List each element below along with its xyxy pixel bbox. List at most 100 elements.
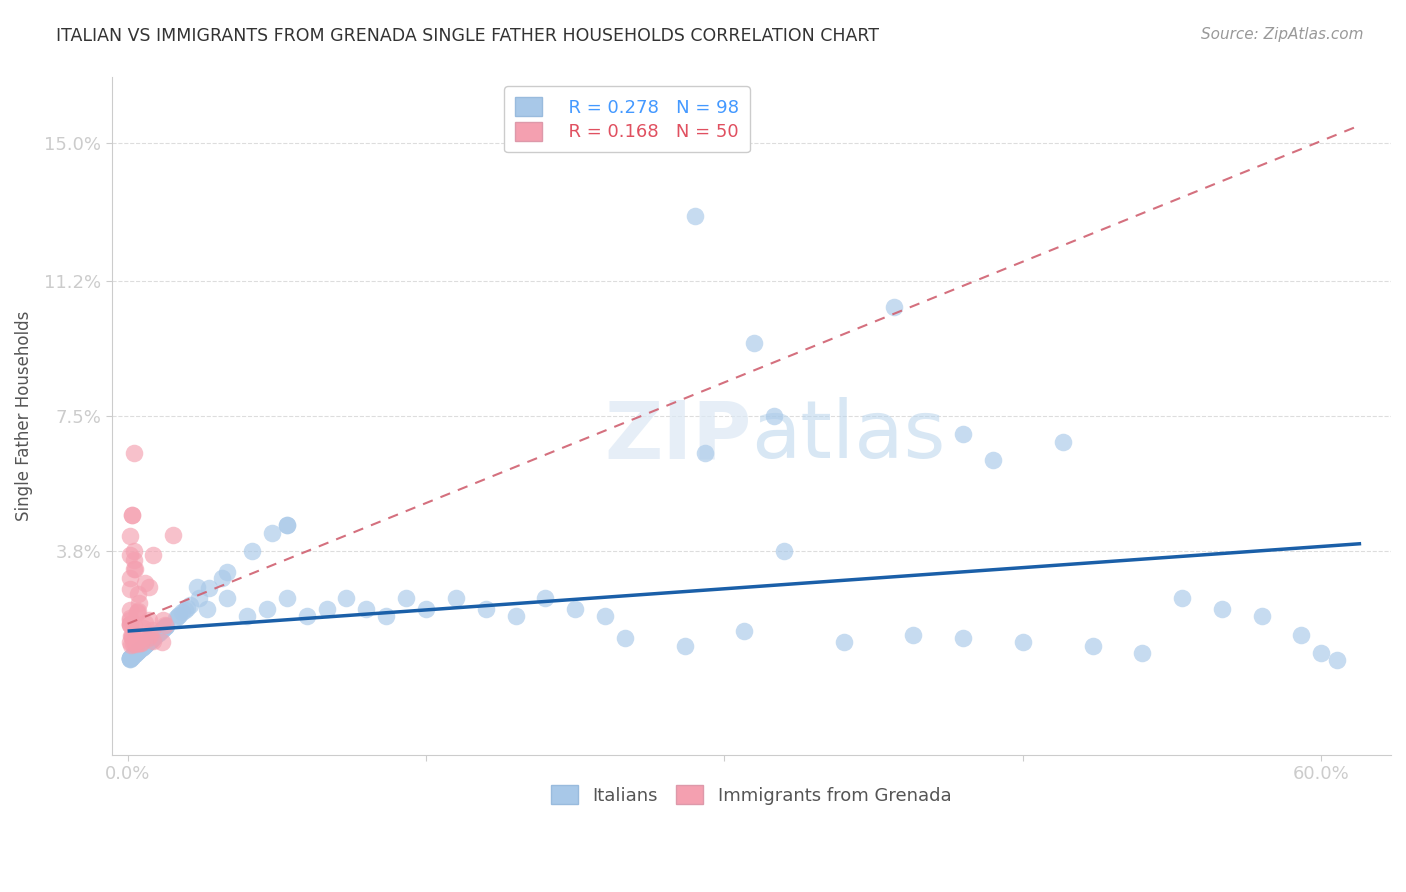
Point <box>215 591 238 606</box>
Point <box>167 608 190 623</box>
Point <box>153 618 176 632</box>
Point <box>773 544 796 558</box>
Point <box>122 648 145 662</box>
Point <box>315 602 337 616</box>
Point <box>1130 646 1153 660</box>
Point <box>127 604 149 618</box>
Point <box>128 643 150 657</box>
Point <box>127 605 149 619</box>
Point <box>122 562 145 576</box>
Point <box>131 640 153 655</box>
Point <box>1291 628 1313 642</box>
Point <box>217 566 239 580</box>
Point <box>128 596 150 610</box>
Point <box>118 529 141 543</box>
Point <box>198 582 221 596</box>
Point <box>138 613 160 627</box>
Point <box>138 634 160 648</box>
Point <box>165 610 187 624</box>
Point <box>122 544 145 558</box>
Point <box>121 629 143 643</box>
Point <box>375 609 398 624</box>
Point <box>195 602 218 616</box>
Point <box>1081 639 1104 653</box>
Point <box>141 632 163 646</box>
Point <box>240 544 263 558</box>
Point <box>118 548 141 562</box>
Point <box>121 649 143 664</box>
Point <box>139 628 162 642</box>
Point <box>134 576 156 591</box>
Point <box>121 508 143 522</box>
Point <box>122 445 145 459</box>
Point <box>593 609 616 624</box>
Point <box>142 633 165 648</box>
Point <box>162 528 184 542</box>
Point <box>276 518 298 533</box>
Point <box>120 650 142 665</box>
Point <box>121 649 143 664</box>
Point <box>122 619 145 633</box>
Point <box>132 640 155 654</box>
Point <box>127 643 149 657</box>
Point <box>733 624 755 638</box>
Point <box>128 632 150 647</box>
Point <box>134 638 156 652</box>
Point <box>614 632 637 646</box>
Point <box>534 591 557 606</box>
Point <box>125 637 148 651</box>
Point <box>155 619 177 633</box>
Point <box>150 623 173 637</box>
Point <box>148 625 170 640</box>
Point <box>883 300 905 314</box>
Point <box>683 209 706 223</box>
Point <box>118 611 141 625</box>
Point <box>138 580 160 594</box>
Point <box>167 608 190 623</box>
Point <box>276 591 298 606</box>
Point <box>763 409 786 424</box>
Point <box>125 606 148 620</box>
Point <box>118 603 141 617</box>
Point <box>236 609 259 624</box>
Point <box>121 637 143 651</box>
Point <box>129 636 152 650</box>
Point <box>1310 646 1333 660</box>
Point <box>211 571 233 585</box>
Legend: Italians, Immigrants from Grenada: Italians, Immigrants from Grenada <box>543 776 960 814</box>
Point <box>952 632 974 646</box>
Point <box>124 633 146 648</box>
Point <box>127 587 149 601</box>
Point <box>256 602 278 616</box>
Point <box>124 647 146 661</box>
Point <box>122 648 145 662</box>
Text: atlas: atlas <box>751 398 946 475</box>
Point <box>170 605 193 619</box>
Point <box>139 632 162 647</box>
Point <box>1211 602 1233 616</box>
Point <box>118 635 141 649</box>
Point <box>139 633 162 648</box>
Point <box>673 639 696 653</box>
Point <box>1250 609 1272 624</box>
Point <box>124 647 146 661</box>
Point <box>118 613 141 627</box>
Point <box>356 602 378 616</box>
Point <box>903 628 925 642</box>
Point <box>148 625 170 640</box>
Point <box>118 617 141 632</box>
Point <box>173 603 195 617</box>
Point <box>118 616 141 631</box>
Point <box>139 633 162 648</box>
Point <box>260 526 283 541</box>
Point <box>122 635 145 649</box>
Text: ZIP: ZIP <box>605 398 751 475</box>
Point <box>118 616 141 631</box>
Point <box>120 629 142 643</box>
Point <box>141 623 163 637</box>
Point <box>153 620 176 634</box>
Point <box>143 629 166 643</box>
Point <box>121 629 143 643</box>
Point <box>1171 591 1194 606</box>
Point <box>132 639 155 653</box>
